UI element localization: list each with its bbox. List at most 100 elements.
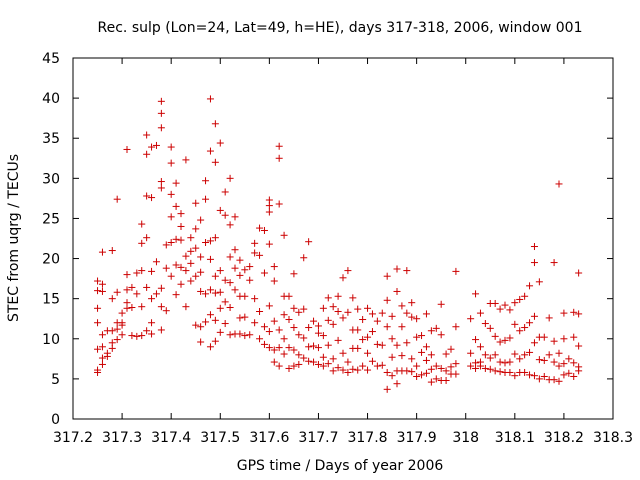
data-point xyxy=(236,330,244,338)
data-point xyxy=(133,290,141,298)
data-point xyxy=(555,362,563,370)
data-point xyxy=(427,378,435,386)
data-point xyxy=(221,211,229,219)
data-point xyxy=(388,372,396,380)
data-point xyxy=(550,376,558,384)
x-tick-label: 318 xyxy=(452,430,479,446)
data-point xyxy=(521,292,529,300)
plot-frame xyxy=(72,57,614,420)
data-point xyxy=(398,302,406,310)
data-point xyxy=(393,287,401,295)
data-point xyxy=(319,304,327,312)
data-point xyxy=(236,314,244,322)
data-point xyxy=(521,351,529,359)
data-point xyxy=(418,332,426,340)
data-point xyxy=(197,338,205,346)
data-point xyxy=(202,177,210,185)
data-point xyxy=(108,344,116,352)
data-point xyxy=(560,335,568,343)
data-point xyxy=(221,276,229,284)
data-point xyxy=(211,234,219,242)
data-point xyxy=(359,316,367,324)
data-point xyxy=(270,263,278,271)
data-point xyxy=(496,358,504,366)
data-point xyxy=(167,239,175,247)
data-point xyxy=(216,288,224,296)
data-point xyxy=(265,208,273,216)
data-point xyxy=(143,234,151,242)
data-point xyxy=(329,320,337,328)
data-point xyxy=(192,272,200,280)
data-point xyxy=(344,308,352,316)
data-point xyxy=(570,333,578,341)
x-tick-label: 317.5 xyxy=(200,430,240,446)
data-point xyxy=(442,367,450,375)
data-point xyxy=(236,256,244,264)
data-point xyxy=(192,199,200,207)
data-point xyxy=(565,369,573,377)
data-point xyxy=(256,224,264,232)
data-point xyxy=(305,324,313,332)
data-point xyxy=(300,254,308,262)
data-point xyxy=(447,345,455,353)
data-point xyxy=(575,342,583,350)
y-tick-label: 15 xyxy=(42,292,60,308)
data-point xyxy=(526,371,534,379)
data-point xyxy=(118,331,126,339)
data-point xyxy=(202,318,210,326)
data-point xyxy=(216,304,224,312)
data-point xyxy=(570,308,578,316)
data-point xyxy=(202,290,210,298)
data-point xyxy=(368,357,376,365)
data-point xyxy=(526,348,534,356)
data-point xyxy=(167,190,175,198)
data-point xyxy=(540,356,548,364)
y-tick-label: 35 xyxy=(42,131,60,147)
data-point xyxy=(152,290,160,298)
data-point xyxy=(138,332,146,340)
data-point xyxy=(202,239,210,247)
data-point xyxy=(197,216,205,224)
y-tick-label: 10 xyxy=(42,332,60,348)
data-point xyxy=(329,303,337,311)
data-point xyxy=(422,310,430,318)
data-point xyxy=(98,354,106,362)
data-point xyxy=(157,109,165,117)
data-point xyxy=(319,362,327,370)
data-point xyxy=(422,369,430,377)
data-point xyxy=(251,249,259,257)
data-point xyxy=(427,365,435,373)
data-point xyxy=(496,338,504,346)
data-point xyxy=(246,276,254,284)
axis-ticks: 317.2 317.3 317.4 317.5 317.6 317.7 317.8 317.9… xyxy=(42,51,633,446)
data-point xyxy=(310,358,318,366)
y-tick-label: 0 xyxy=(51,412,60,428)
data-point xyxy=(467,349,475,357)
data-point xyxy=(211,316,219,324)
data-point xyxy=(123,286,131,294)
data-point xyxy=(202,195,210,203)
data-point xyxy=(545,314,553,322)
data-point xyxy=(133,332,141,340)
data-point xyxy=(275,142,283,150)
data-point xyxy=(206,311,214,319)
data-point xyxy=(427,327,435,335)
data-point xyxy=(177,280,185,288)
data-point xyxy=(555,349,563,357)
data-point xyxy=(540,333,548,341)
data-point xyxy=(334,336,342,344)
data-point xyxy=(339,274,347,282)
data-point xyxy=(550,337,558,345)
data-point xyxy=(442,350,450,358)
data-point xyxy=(491,332,499,340)
data-point xyxy=(98,343,106,351)
x-tick-label: 317.6 xyxy=(249,430,289,446)
data-point xyxy=(226,174,234,182)
y-axis-label: STEC from uqrg / TECUs xyxy=(6,154,22,322)
x-tick-label: 318.3 xyxy=(593,430,633,446)
data-point xyxy=(530,372,538,380)
data-point xyxy=(177,236,185,244)
data-point xyxy=(148,295,156,303)
data-point xyxy=(521,324,529,332)
